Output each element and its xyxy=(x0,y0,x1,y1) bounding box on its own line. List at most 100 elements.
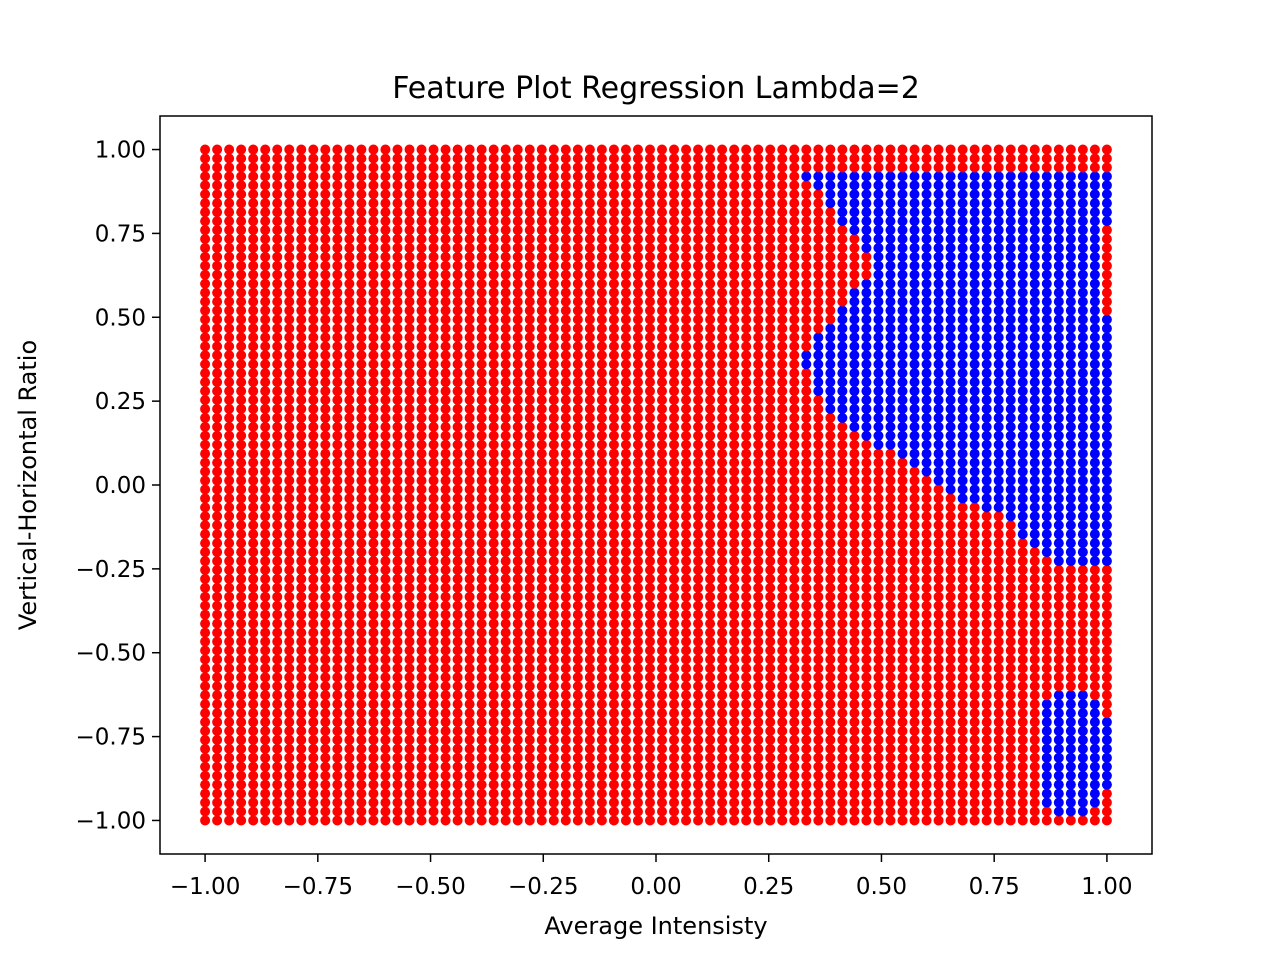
data-point-red xyxy=(356,153,367,164)
data-point-red xyxy=(717,260,728,271)
data-point-red xyxy=(849,538,860,549)
data-point-red xyxy=(512,618,523,629)
data-point-red xyxy=(404,269,415,280)
data-point-red xyxy=(813,564,824,575)
data-point-red xyxy=(981,618,992,629)
data-point-blue xyxy=(933,475,944,486)
data-point-red xyxy=(488,779,499,790)
data-point-red xyxy=(548,332,559,343)
data-point-red xyxy=(620,305,631,316)
data-point-red xyxy=(212,260,223,271)
data-point-red xyxy=(392,726,403,736)
data-point-red xyxy=(849,511,860,522)
data-point-red xyxy=(620,699,631,710)
data-point-red xyxy=(657,654,668,665)
data-point-red xyxy=(392,627,403,638)
data-point-red xyxy=(200,296,211,307)
data-point-blue xyxy=(969,251,980,262)
data-point-red xyxy=(669,582,680,593)
data-point-red xyxy=(933,484,944,495)
data-point-red xyxy=(200,305,211,316)
data-point-red xyxy=(368,797,379,808)
data-point-red xyxy=(765,815,776,826)
data-point-red xyxy=(224,216,235,227)
data-point-red xyxy=(596,466,607,477)
data-point-red xyxy=(248,144,259,155)
data-point-red xyxy=(512,806,523,817)
data-point-red xyxy=(657,708,668,719)
data-point-red xyxy=(284,448,295,459)
data-point-blue xyxy=(873,421,884,432)
data-point-blue xyxy=(849,412,860,423)
data-point-red xyxy=(933,681,944,692)
data-point-red xyxy=(560,564,571,575)
data-point-red xyxy=(296,797,307,808)
data-point-red xyxy=(224,332,235,343)
data-point-red xyxy=(632,690,643,701)
data-point-red xyxy=(825,734,836,745)
data-point-red xyxy=(596,377,607,388)
data-point-red xyxy=(488,341,499,352)
data-point-red xyxy=(488,242,499,253)
data-point-blue xyxy=(921,287,932,298)
data-point-red xyxy=(729,511,740,522)
data-point-red xyxy=(452,645,463,656)
data-point-red xyxy=(392,770,403,781)
data-point-red xyxy=(368,180,379,191)
data-point-red xyxy=(669,645,680,656)
data-point-red xyxy=(981,726,992,736)
data-point-red xyxy=(572,439,583,450)
data-point-blue xyxy=(957,269,968,280)
data-point-red xyxy=(620,153,631,164)
data-point-red xyxy=(200,386,211,397)
data-point-red xyxy=(536,368,547,379)
data-point-red xyxy=(512,627,523,638)
data-point-red xyxy=(308,475,319,486)
data-point-red xyxy=(909,681,920,692)
data-point-red xyxy=(512,144,523,155)
data-point-red xyxy=(608,493,619,504)
data-point-red xyxy=(909,600,920,611)
data-point-red xyxy=(212,645,223,656)
data-point-red xyxy=(428,180,439,191)
data-point-red xyxy=(608,350,619,361)
data-point-red xyxy=(548,439,559,450)
data-point-red xyxy=(693,547,704,558)
data-point-red xyxy=(332,395,343,406)
data-point-red xyxy=(236,547,247,558)
data-point-red xyxy=(753,287,764,298)
data-point-red xyxy=(404,529,415,540)
data-point-red xyxy=(428,573,439,584)
data-point-red xyxy=(620,636,631,647)
data-point-red xyxy=(717,779,728,790)
data-point-red xyxy=(488,269,499,280)
data-point-red xyxy=(741,708,752,719)
data-point-red xyxy=(308,806,319,817)
data-point-red xyxy=(428,386,439,397)
data-point-blue xyxy=(945,180,956,191)
data-point-blue xyxy=(909,189,920,200)
data-point-red xyxy=(729,153,740,164)
data-point-red xyxy=(644,377,655,388)
data-point-red xyxy=(200,663,211,674)
data-point-red xyxy=(801,752,812,763)
data-point-red xyxy=(248,412,259,423)
data-point-blue xyxy=(933,234,944,244)
data-point-red xyxy=(681,448,692,459)
data-point-red xyxy=(284,636,295,647)
data-point-red xyxy=(236,770,247,781)
data-point-red xyxy=(440,493,451,504)
data-point-red xyxy=(320,547,331,558)
data-point-red xyxy=(909,582,920,593)
data-point-red xyxy=(608,556,619,567)
data-point-red xyxy=(248,636,259,647)
data-point-red xyxy=(765,654,776,665)
data-point-red xyxy=(584,457,595,468)
data-point-red xyxy=(260,600,271,611)
data-point-red xyxy=(596,278,607,289)
data-point-red xyxy=(416,538,427,549)
data-point-red xyxy=(596,806,607,817)
data-point-red xyxy=(717,207,728,218)
data-point-blue xyxy=(873,171,884,182)
data-point-red xyxy=(753,457,764,468)
